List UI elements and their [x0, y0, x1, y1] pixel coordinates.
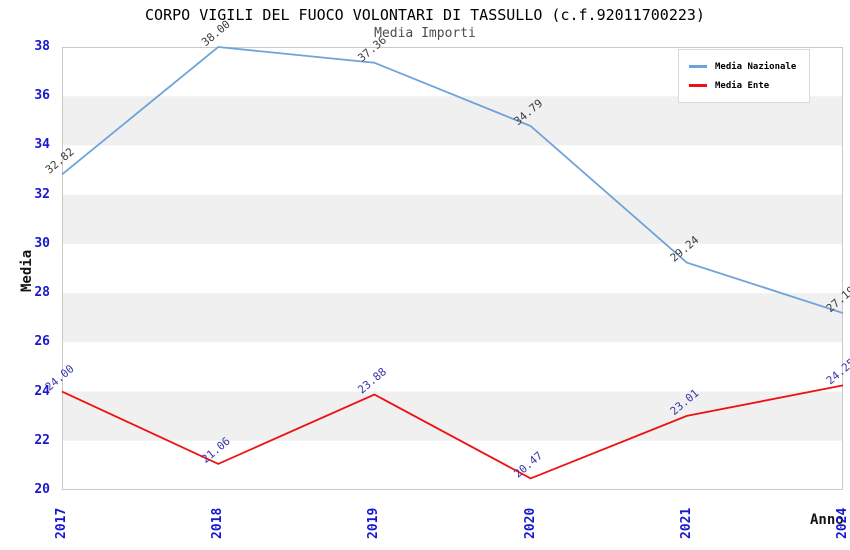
- chart-subtitle: Media Importi: [374, 26, 476, 41]
- y-tick-label: 20: [34, 482, 50, 497]
- y-tick-label: 34: [34, 137, 50, 153]
- y-tick-label: 32: [34, 186, 50, 202]
- legend-item-media-nazionale: Media Nazionale: [679, 57, 809, 76]
- y-tick-label: 38: [34, 39, 50, 54]
- chart-band: [62, 342, 843, 393]
- series-line-media-nazionale: [61, 46, 844, 314]
- media-nazionale-line-swatch: [689, 65, 707, 68]
- chart-band: [62, 293, 843, 343]
- chart-band: [62, 194, 843, 245]
- media-ente-line-swatch: [689, 84, 707, 87]
- chart-band: [62, 243, 843, 294]
- y-tick-label: 26: [34, 334, 50, 350]
- chart-band: [62, 145, 843, 196]
- y-tick-label: 30: [34, 235, 50, 251]
- x-tick-label: 2018: [210, 507, 226, 539]
- x-tick-label: 2020: [522, 507, 538, 539]
- plot-border: [62, 47, 843, 490]
- legend-label-media-nazionale: Media Nazionale: [715, 61, 797, 72]
- series-line-media-ente: [61, 384, 844, 480]
- y-tick-label: 36: [34, 88, 50, 104]
- x-axis-title: Anno: [810, 512, 844, 528]
- x-tick-label: 2019: [366, 507, 382, 539]
- legend-label-media-ente: Media Ente: [715, 80, 770, 91]
- chart-band: [62, 440, 843, 491]
- chart-band: [62, 96, 843, 146]
- chart-title: CORPO VIGILI DEL FUOCO VOLONTARI DI TASS…: [145, 6, 705, 24]
- x-tick-label: 2021: [678, 507, 694, 539]
- y-tick-label: 28: [34, 285, 50, 301]
- y-tick-label: 24: [34, 383, 50, 399]
- plot-area: 32.8238.0037.3634.7929.2427.1924.0021.06…: [43, 18, 850, 491]
- y-tick-label: 22: [34, 432, 50, 448]
- x-tick-label: 2024: [835, 507, 850, 539]
- legend: Media Nazionale Media Ente: [678, 49, 810, 103]
- legend-item-media-ente: Media Ente: [679, 76, 809, 95]
- chart-band: [62, 391, 843, 442]
- x-tick-label: 2017: [54, 507, 69, 539]
